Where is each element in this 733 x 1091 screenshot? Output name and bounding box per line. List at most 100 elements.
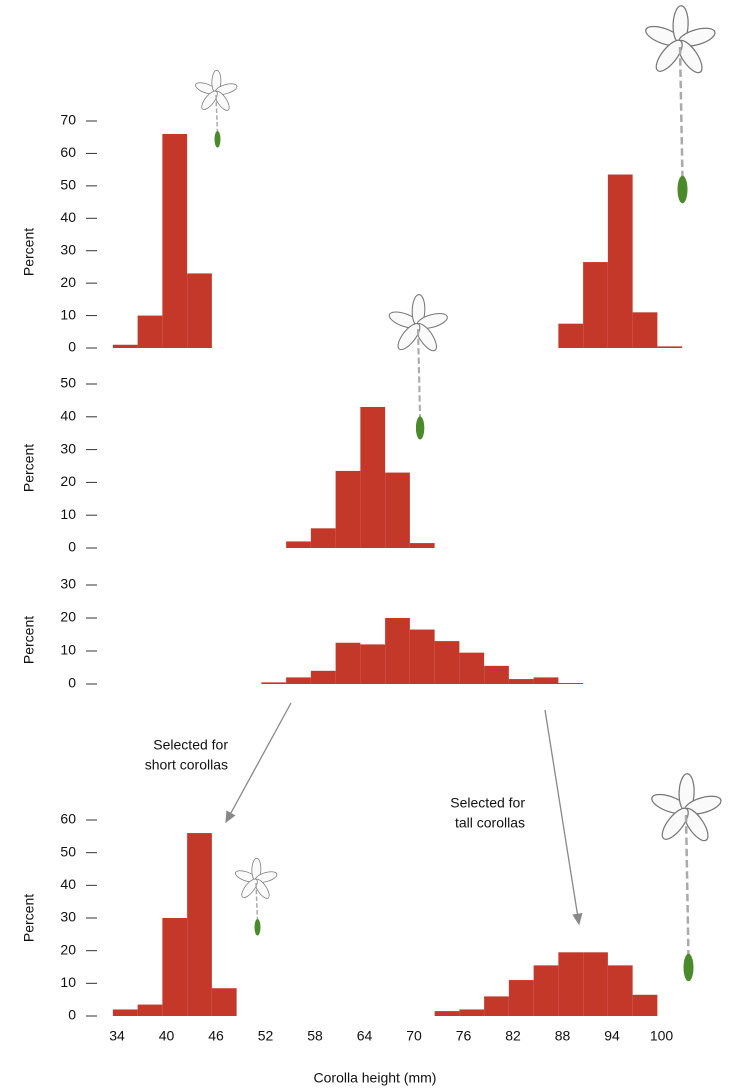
bud [255, 919, 261, 936]
histogram-bar [162, 918, 187, 1016]
flower-icon [643, 6, 717, 204]
y-tick-label: 10 [60, 506, 76, 522]
stem [686, 815, 689, 958]
histogram-bar [484, 666, 509, 684]
histogram-bar [162, 134, 187, 348]
stem [680, 47, 683, 180]
histogram-bar [484, 996, 509, 1016]
y-tick-label: 70 [60, 112, 76, 128]
histogram-bar [187, 273, 212, 348]
histogram-bar [410, 543, 435, 548]
y-tick-label: 30 [60, 909, 76, 925]
histogram-bar [459, 1009, 484, 1016]
x-tick-label: 100 [650, 1028, 674, 1044]
histogram-bar [534, 965, 559, 1016]
y-tick-label: 20 [60, 274, 76, 290]
y-tick-label: 60 [60, 811, 76, 827]
y-tick-label: 10 [60, 642, 76, 658]
histogram-bar [360, 644, 385, 684]
x-tick-label: 82 [505, 1028, 521, 1044]
histogram-bar [113, 1009, 138, 1016]
histogram-bar [212, 988, 237, 1016]
arrow [545, 710, 579, 924]
x-tick-label: 88 [555, 1028, 571, 1044]
y-tick-label: 0 [68, 539, 76, 555]
histogram-bar [138, 1005, 163, 1016]
histogram-bar [187, 833, 212, 1016]
x-tick-label: 64 [357, 1028, 373, 1044]
y-tick-label: 20 [60, 941, 76, 957]
stem [418, 329, 420, 419]
histogram-bar [509, 679, 534, 684]
y-tick-label: 10 [60, 306, 76, 322]
histogram-bar [286, 541, 311, 548]
y-axis-label: Percent [21, 228, 37, 276]
histogram-bar [608, 175, 633, 348]
bud [416, 416, 424, 439]
histogram-bar [336, 471, 361, 548]
x-tick-label: 70 [406, 1028, 422, 1044]
x-tick-label: 52 [258, 1028, 274, 1044]
histogram-bar [558, 683, 583, 684]
histogram-bar [261, 682, 286, 684]
chart: Percent 0 10 20 30 40 50 60 70 Percent 0 10 20 30 40 50… [0, 0, 733, 1091]
histogram-bar [633, 312, 658, 348]
histogram-bar [385, 473, 410, 548]
annotation: Selected for [450, 795, 525, 811]
y-tick-label: 40 [60, 876, 76, 892]
bud [678, 176, 688, 204]
histogram-bar [336, 643, 361, 684]
y-tick-label: 50 [60, 177, 76, 193]
annotation: tall corollas [455, 815, 525, 831]
y-tick-label: 30 [60, 576, 76, 592]
flower-icon [649, 774, 723, 982]
flower-icon [234, 858, 278, 935]
histogram-bar [583, 262, 608, 348]
histogram-bar [459, 653, 484, 684]
y-tick-label: 20 [60, 473, 76, 489]
histogram-bar [633, 995, 658, 1016]
histogram-bar [113, 345, 138, 348]
y-tick-label: 0 [68, 339, 76, 355]
x-tick-label: 58 [307, 1028, 323, 1044]
y-tick-label: 0 [68, 1007, 76, 1023]
y-axis-label: Percent [21, 616, 37, 664]
y-tick-label: 30 [60, 241, 76, 257]
x-axis-label: Corolla height (mm) [314, 1070, 437, 1086]
histogram-bar [558, 324, 583, 348]
histogram-bar [435, 1011, 460, 1016]
histogram-bar [534, 677, 559, 684]
histogram-bar [558, 952, 583, 1016]
x-tick-label: 94 [604, 1028, 620, 1044]
x-tick-label: 76 [456, 1028, 472, 1044]
x-tick-label: 46 [208, 1028, 224, 1044]
histogram-bar [311, 671, 336, 684]
annotation: Selected for [153, 737, 228, 753]
y-tick-label: 30 [60, 440, 76, 456]
y-tick-label: 50 [60, 375, 76, 391]
x-tick-label: 40 [159, 1028, 175, 1044]
bud [215, 131, 221, 148]
y-tick-label: 0 [68, 675, 76, 691]
flower-icon [194, 70, 238, 147]
histogram-bar [410, 630, 435, 684]
y-axis-label: Percent [21, 444, 37, 492]
y-tick-label: 20 [60, 609, 76, 625]
arrow [226, 703, 291, 822]
y-tick-label: 10 [60, 974, 76, 990]
histogram-bar [608, 965, 633, 1016]
y-axis-label: Percent [21, 894, 37, 942]
flower-icon [387, 294, 449, 439]
histogram-bar [385, 618, 410, 684]
x-tick-label: 34 [109, 1028, 125, 1044]
histogram-bar [583, 952, 608, 1016]
histogram-bar [435, 641, 460, 684]
histogram-bar [138, 316, 163, 348]
histogram-bar [286, 677, 311, 684]
y-tick-label: 50 [60, 843, 76, 859]
y-tick-label: 60 [60, 144, 76, 160]
bud [684, 954, 694, 982]
histogram-bar [360, 407, 385, 548]
y-tick-label: 40 [60, 408, 76, 424]
histogram-bar [311, 528, 336, 548]
